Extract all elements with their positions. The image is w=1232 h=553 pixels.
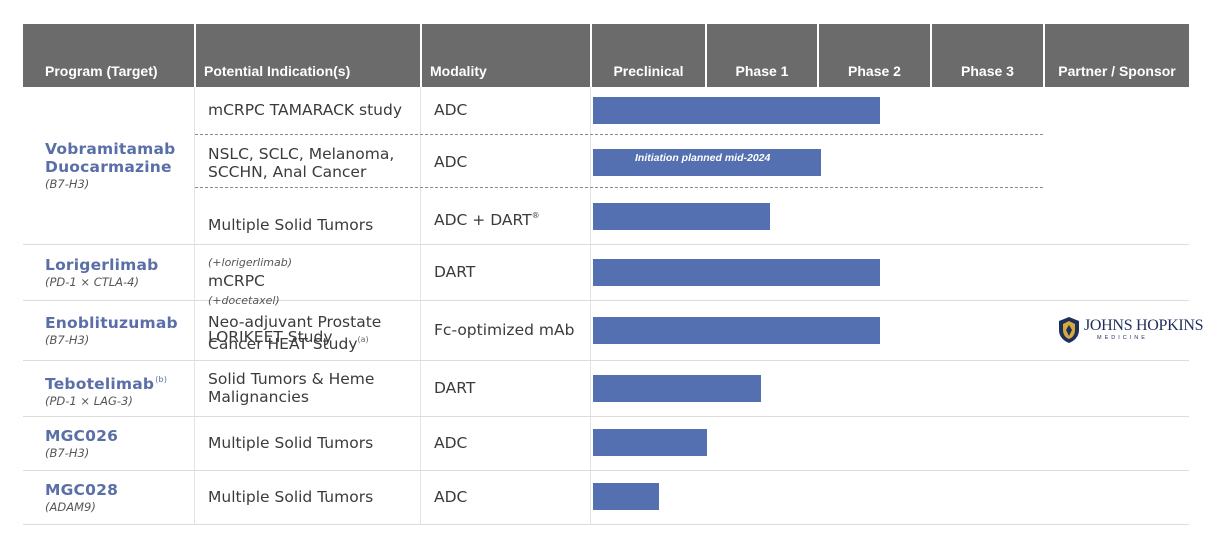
program-target: (B7-H3) [45, 177, 90, 191]
indication-text: NSLC, SCLC, Melanoma, SCCHN, Anal Cancer [208, 145, 395, 181]
column-divider [194, 87, 195, 525]
modality-text: ADC [434, 153, 468, 171]
logo-subtext: MEDICINE [1097, 335, 1148, 341]
indication-text: Neo-adjuvant Prostate Cancer HEAT Study [208, 313, 382, 353]
indication-cell: mCRPC (+docetaxel) LORIKEET Study [208, 254, 333, 346]
header-phase2-label: Phase 2 [848, 63, 901, 79]
row-divider-dashed [195, 134, 1043, 135]
header-indication: Potential Indication(s) [196, 24, 420, 87]
program-mgc028: MGC028 (ADAM9) [45, 481, 118, 514]
pipeline-bar [593, 483, 659, 510]
row-divider [23, 244, 1189, 245]
program-target: (PD-1 × CTLA-4) [45, 275, 139, 289]
indication-text: mCRPC TAMARACK study [208, 101, 403, 119]
program-name: Vobramitamab Duocarmazine [45, 140, 176, 176]
pipeline-bar [593, 317, 881, 344]
row-divider [23, 416, 1189, 417]
pipeline-bar [593, 97, 881, 124]
program-lorigerlimab: Lorigerlimab (PD-1 × CTLA-4) [45, 256, 158, 289]
program-name: MGC026 [45, 427, 119, 445]
program-mgc026: MGC026 (B7-H3) [45, 427, 118, 460]
header-indication-label: Potential Indication(s) [204, 63, 351, 79]
pipeline-bar [593, 375, 761, 402]
row-divider [23, 300, 1189, 301]
indication-cell: Multiple Solid Tumors [208, 434, 373, 452]
modality-cell: ADC [434, 434, 467, 452]
program-enoblituzumab: Enoblituzumab (B7-H3) [45, 314, 178, 347]
program-tebotelimab: Tebotelimab(b) (PD-1 × LAG-3) [45, 371, 167, 408]
header-partner: Partner / Sponsor [1045, 24, 1189, 87]
modality-cell: DART [434, 379, 475, 397]
bar-annotation: Initiation planned mid-2024 [635, 152, 771, 164]
modality-text: Fc-optimized mAb [434, 321, 575, 339]
header-program-label: Program (Target) [45, 63, 158, 79]
indication-note: (+docetaxel) [208, 294, 280, 307]
header-program: Program (Target) [23, 24, 194, 87]
indication-cell: Solid Tumors & Heme Malignancies [208, 370, 374, 406]
header-phase3: Phase 3 [932, 24, 1043, 87]
modality-cell: ADC + DART® [434, 207, 540, 229]
indication-footnote: (a) [357, 335, 369, 344]
program-target: (B7-H3) [45, 333, 90, 347]
program-target: (ADAM9) [45, 500, 96, 514]
indication-cell: NSLC, SCLC, Melanoma, SCCHN, Anal Cancer [208, 145, 394, 181]
program-target: (PD-1 × LAG-3) [45, 394, 133, 408]
modality-text: ADC + DART [434, 211, 532, 229]
indication-text: Multiple Solid Tumors [208, 216, 374, 234]
header-partner-label: Partner / Sponsor [1058, 63, 1176, 79]
pipeline-bar [593, 203, 770, 230]
header-preclinical-label: Preclinical [613, 63, 684, 79]
pipeline-bar [593, 259, 881, 286]
indication-cell: Multiple Solid Tumors (+lorigerlimab) [208, 198, 373, 272]
header-modality: Modality [422, 24, 590, 87]
indication-text: mCRPC [208, 272, 265, 290]
modality-text: DART [434, 263, 476, 281]
registered-mark: ® [531, 211, 540, 220]
header-phase2: Phase 2 [819, 24, 930, 87]
column-divider [590, 87, 591, 525]
indication-cell: mCRPC TAMARACK study [208, 101, 402, 119]
modality-cell: ADC [434, 153, 467, 171]
program-name-wrapper: Tebotelimab(b) [45, 371, 167, 393]
modality-cell: ADC [434, 488, 467, 506]
indication-cell: Multiple Solid Tumors [208, 488, 373, 506]
modality-text: ADC [434, 434, 468, 452]
shield-icon [1059, 317, 1079, 343]
modality-text: ADC [434, 101, 468, 119]
pipeline-bar [593, 429, 708, 456]
row-divider [23, 360, 1189, 361]
modality-cell: DART [434, 263, 475, 281]
modality-text: DART [434, 379, 476, 397]
row-divider-dashed [195, 187, 1043, 188]
logo-text: JOHNS HOPKINS [1084, 317, 1204, 334]
indication-cell: Neo-adjuvant Prostate Cancer HEAT Study(… [208, 313, 381, 353]
indication-text-line2: LORIKEET Study [208, 328, 333, 346]
indication-note: (+lorigerlimab) [208, 256, 292, 269]
header-preclinical: Preclinical [592, 24, 705, 87]
indication-text: Multiple Solid Tumors [208, 434, 374, 452]
modality-text: ADC [434, 488, 468, 506]
row-divider [23, 524, 1189, 525]
program-name: Enoblituzumab [45, 314, 178, 332]
program-target: (B7-H3) [45, 446, 90, 460]
header-modality-label: Modality [430, 63, 487, 79]
header-phase1: Phase 1 [707, 24, 817, 87]
modality-cell: ADC [434, 101, 467, 119]
program-name: MGC028 [45, 481, 119, 499]
column-divider [420, 87, 421, 525]
johns-hopkins-logo: JOHNS HOPKINS MEDICINE [1057, 315, 1204, 345]
indication-text: Multiple Solid Tumors [208, 488, 374, 506]
pipeline-bar [593, 149, 822, 176]
program-footnote: (b) [155, 375, 168, 384]
header-phase1-label: Phase 1 [735, 63, 789, 79]
header-phase3-label: Phase 3 [961, 63, 1014, 79]
row-divider [23, 470, 1189, 471]
indication-text: Solid Tumors & Heme Malignancies [208, 370, 375, 406]
modality-cell: Fc-optimized mAb [434, 321, 574, 339]
program-vobramitamab: Vobramitamab Duocarmazine (B7-H3) [45, 140, 175, 191]
program-name: Lorigerlimab [45, 256, 159, 274]
program-name: Tebotelimab [45, 375, 155, 393]
